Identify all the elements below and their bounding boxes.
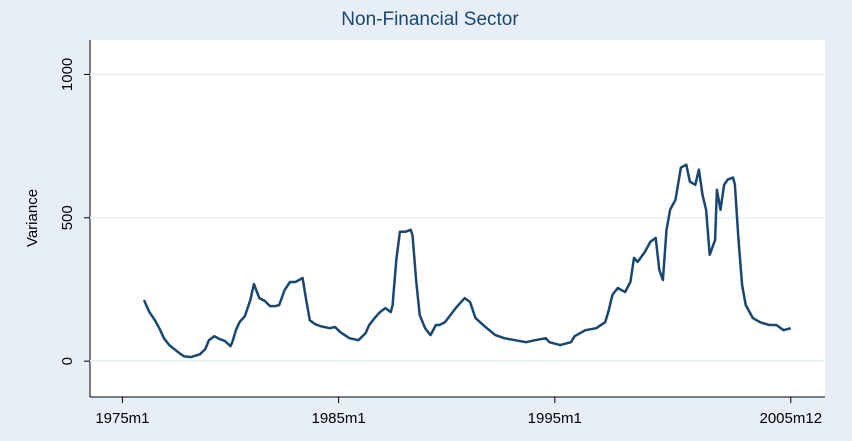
y-tick-label: 1000	[59, 58, 76, 91]
data-line	[142, 163, 792, 359]
x-tick-label: 1995m1	[528, 410, 582, 427]
x-tick-label: 1975m1	[95, 410, 149, 427]
y-tick-label: 0	[59, 357, 76, 365]
x-tick-label: 1985m1	[311, 410, 365, 427]
chart-title: Non-Financial Sector	[341, 9, 519, 30]
y-tick-label: 500	[59, 205, 76, 230]
x-tick-label: 2005m12	[759, 410, 822, 427]
y-axis-label: Variance	[24, 189, 41, 247]
